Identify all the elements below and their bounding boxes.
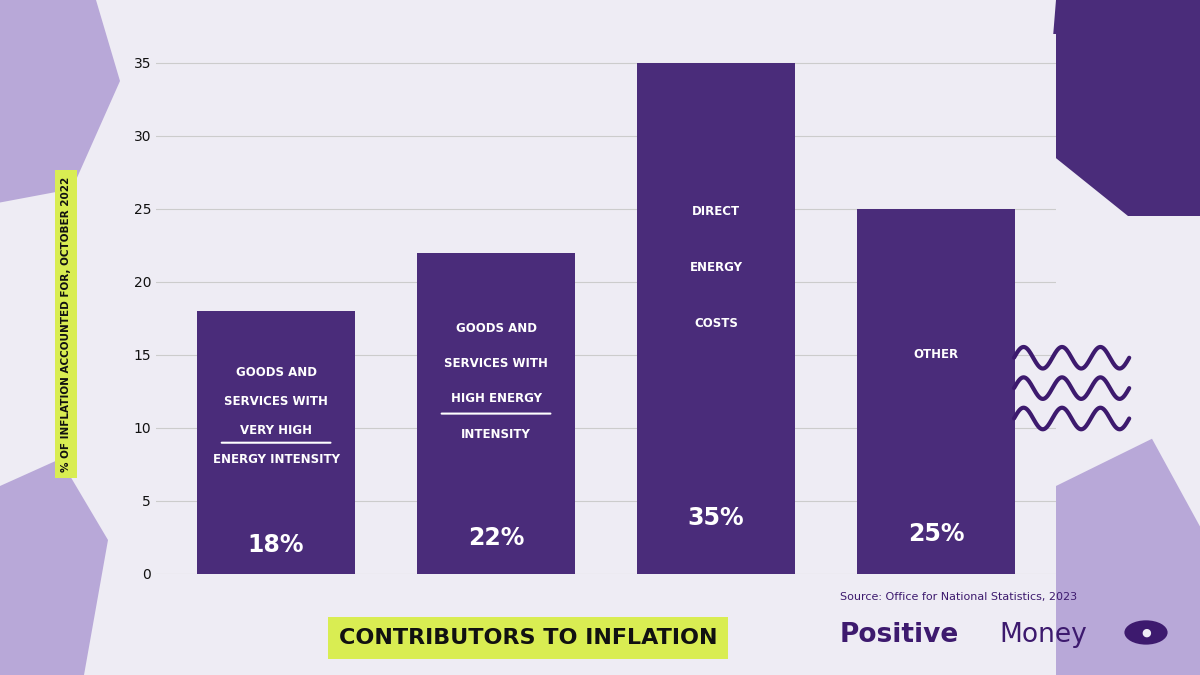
Text: SERVICES WITH: SERVICES WITH (224, 395, 328, 408)
Text: ENERGY: ENERGY (690, 261, 743, 274)
Text: OTHER: OTHER (913, 348, 959, 361)
Text: 18%: 18% (248, 533, 305, 557)
Text: VERY HIGH: VERY HIGH (240, 424, 312, 437)
Text: SERVICES WITH: SERVICES WITH (444, 357, 548, 370)
Bar (197, 311, 355, 574)
Text: Positive: Positive (840, 622, 959, 647)
Text: GOODS AND: GOODS AND (235, 367, 317, 379)
Text: % OF INFLATION ACCOUNTED FOR, OCTOBER 2022: % OF INFLATION ACCOUNTED FOR, OCTOBER 20… (61, 176, 71, 472)
Text: 35%: 35% (688, 506, 744, 530)
Text: DIRECT: DIRECT (692, 205, 740, 217)
Text: 22%: 22% (468, 526, 524, 550)
Text: CONTRIBUTORS TO INFLATION: CONTRIBUTORS TO INFLATION (338, 628, 718, 648)
Text: GOODS AND: GOODS AND (456, 321, 536, 335)
Bar (857, 209, 1015, 574)
Text: HIGH ENERGY: HIGH ENERGY (450, 392, 541, 405)
Text: COSTS: COSTS (694, 317, 738, 330)
Text: Source: Office for National Statistics, 2023: Source: Office for National Statistics, … (840, 593, 1078, 602)
Bar (637, 63, 796, 574)
Text: INTENSITY: INTENSITY (461, 427, 530, 441)
Bar (416, 252, 575, 574)
Text: ENERGY INTENSITY: ENERGY INTENSITY (212, 453, 340, 466)
Text: ●: ● (1141, 628, 1151, 637)
Text: 25%: 25% (907, 522, 964, 545)
Text: Money: Money (1000, 622, 1087, 647)
